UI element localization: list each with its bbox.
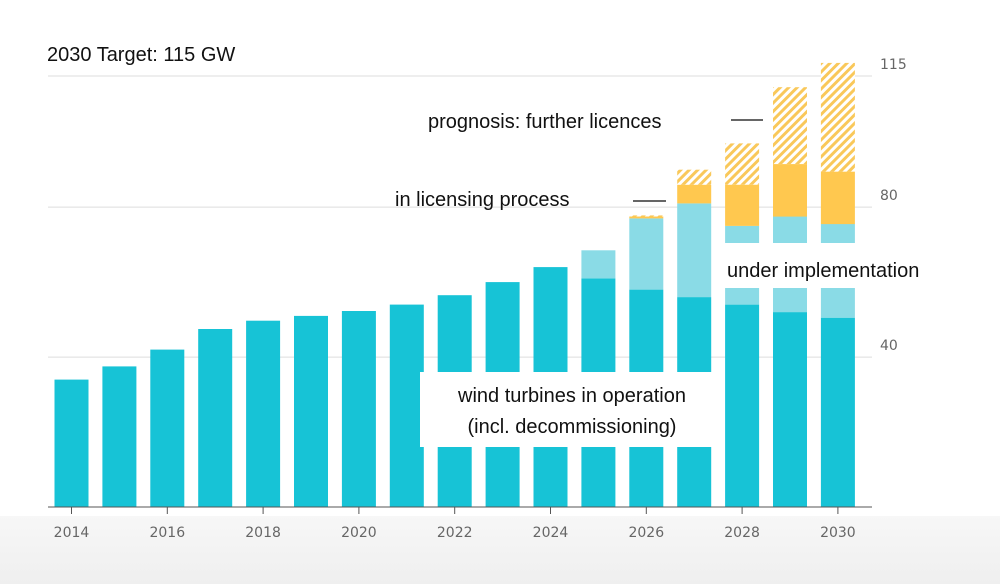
x-tick-label-2024: 2024 (533, 525, 569, 541)
bar-2015-series-0 (102, 366, 137, 507)
footer-band (0, 516, 1000, 584)
y-tick-label-40: 40 (880, 338, 898, 354)
bar-2014-series-0 (54, 379, 89, 507)
bar-2017-series-0 (198, 329, 233, 507)
x-tick-label-2020: 2020 (341, 525, 377, 541)
x-tick-label-2022: 2022 (437, 525, 473, 541)
label-bg-implementation (719, 243, 869, 288)
bar-2028-series-2 (725, 184, 760, 226)
bar-2025-series-1 (581, 250, 616, 279)
x-tick-label-2014: 2014 (54, 525, 90, 541)
bar-2021-series-0 (389, 304, 424, 507)
chart-title: 2030 Target: 115 GW (47, 44, 235, 66)
bar-2028-series-0 (725, 304, 760, 507)
x-tick-label-2018: 2018 (245, 525, 281, 541)
annotation-operation-line2: (incl. decommissioning) (468, 416, 677, 438)
label-backgrounds (420, 243, 869, 447)
annotation-licensing: in licensing process (395, 189, 570, 211)
annotation-operation-line1: wind turbines in operation (457, 385, 686, 407)
bars (54, 62, 855, 507)
bar-2018-series-0 (246, 320, 281, 507)
x-tick-label-2026: 2026 (628, 525, 664, 541)
x-tick-label-2030: 2030 (820, 525, 856, 541)
label-bg-operation (420, 372, 720, 447)
bar-2027-series-3 (677, 169, 712, 185)
y-axis-ticks: 40 80 115 (880, 57, 907, 354)
bar-2020-series-0 (341, 311, 376, 507)
bar-2026-series-2 (629, 216, 664, 219)
bar-2027-series-1 (677, 203, 712, 298)
bar-2027-series-2 (677, 184, 712, 204)
bar-2030-series-0 (820, 317, 855, 507)
bar-2029-series-0 (773, 312, 807, 507)
bar-2030-series-2 (820, 171, 855, 225)
bar-2026-series-3 (629, 215, 664, 217)
x-axis-ticks: 2014 2016 2018 2020 2022 2024 2026 2028 2030 (54, 507, 856, 541)
bar-2026-series-1 (629, 218, 664, 290)
bar-2030-series-3 (820, 62, 855, 172)
bar-2029-series-2 (773, 164, 807, 217)
y-tick-label-80: 80 (880, 188, 898, 204)
y-tick-label-115: 115 (880, 57, 907, 73)
bar-2029-series-3 (773, 87, 807, 164)
annotation-implementation: under implementation (727, 260, 919, 282)
x-tick-label-2028: 2028 (724, 525, 760, 541)
bar-2028-series-3 (725, 143, 760, 185)
bar-2019-series-0 (294, 315, 328, 507)
bar-2016-series-0 (150, 349, 185, 507)
annotation-prognosis: prognosis: further licences (428, 111, 661, 133)
x-tick-label-2016: 2016 (149, 525, 185, 541)
